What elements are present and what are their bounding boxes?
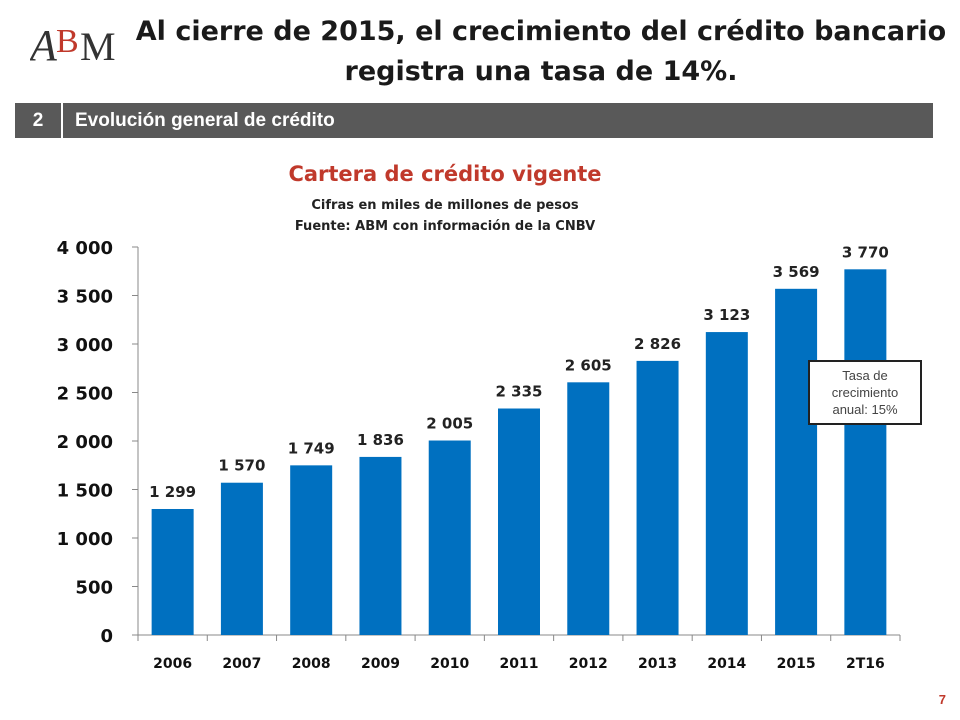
x-tick-label: 2012 — [569, 656, 608, 672]
y-tick-label: 1 000 — [57, 529, 113, 550]
bar — [359, 456, 402, 635]
bar — [636, 360, 679, 635]
bar-chart: 0 500 1 000 1 500 2 000 2 500 3 000 3 500 4 000 1… — [57, 238, 901, 672]
y-tick-label: 2 000 — [57, 432, 113, 453]
slide-title: Al cierre de 2015, el crecimiento del cr… — [135, 16, 947, 87]
x-tick-label: 2007 — [222, 656, 261, 672]
x-tick-label: 2014 — [707, 656, 746, 672]
section-header: 2 Evolución general de crédito — [15, 103, 933, 138]
growth-rate-callout: Tasa de crecimiento anual: 15% — [808, 360, 922, 425]
y-tick-label: 4 000 — [57, 238, 113, 259]
chart-subtitle-source: Fuente: ABM con información de la CNBV — [294, 219, 596, 234]
bar-value-label: 3 770 — [842, 243, 889, 261]
svg-text:M: M — [80, 24, 116, 69]
bar — [151, 508, 194, 635]
bar-value-label: 3 123 — [703, 306, 750, 324]
abm-logo: A B M — [30, 21, 116, 70]
x-tick-label: 2011 — [500, 656, 539, 672]
bar — [775, 288, 818, 635]
bar-value-label: 2 826 — [634, 335, 681, 353]
y-tick-label: 500 — [75, 578, 113, 599]
x-tick-label: 2010 — [430, 656, 469, 672]
section-number: 2 — [15, 103, 63, 138]
page-number: 7 — [938, 692, 946, 707]
section-label: Evolución general de crédito — [75, 109, 335, 131]
svg-text:A: A — [30, 21, 58, 70]
y-tick-label: 1 500 — [57, 481, 113, 502]
x-tick-label: 2009 — [361, 656, 400, 672]
x-tick-label: 2T16 — [846, 656, 885, 672]
x-tick-label: 2013 — [638, 656, 677, 672]
svg-text:B: B — [56, 23, 79, 60]
bar — [290, 465, 333, 635]
y-tick-label: 3 500 — [57, 287, 113, 308]
x-tick-label: 2006 — [153, 656, 192, 672]
y-tick-label: 3 000 — [57, 335, 113, 356]
bar — [498, 408, 540, 635]
bar — [844, 269, 887, 635]
bar-value-label: 2 335 — [496, 383, 543, 401]
bar — [428, 440, 471, 635]
bar-value-label: 2 005 — [426, 415, 473, 433]
bar — [567, 382, 610, 635]
x-tick-label: 2015 — [777, 656, 816, 672]
bar-value-label: 1 570 — [218, 457, 265, 475]
bar-value-label: 1 749 — [288, 439, 335, 457]
y-tick-label: 0 — [100, 626, 113, 647]
bar — [705, 332, 748, 635]
chart-title: Cartera de crédito vigente — [288, 162, 602, 186]
x-tick-label: 2008 — [292, 656, 331, 672]
chart-subtitle-units: Cifras en miles de millones de pesos — [311, 198, 579, 213]
bar-value-label: 3 569 — [773, 263, 820, 281]
bar — [220, 482, 263, 635]
bar-value-label: 2 605 — [565, 356, 612, 374]
bar-value-label: 1 299 — [149, 483, 196, 501]
bar-value-label: 1 836 — [357, 431, 404, 449]
y-tick-label: 2 500 — [57, 384, 113, 405]
